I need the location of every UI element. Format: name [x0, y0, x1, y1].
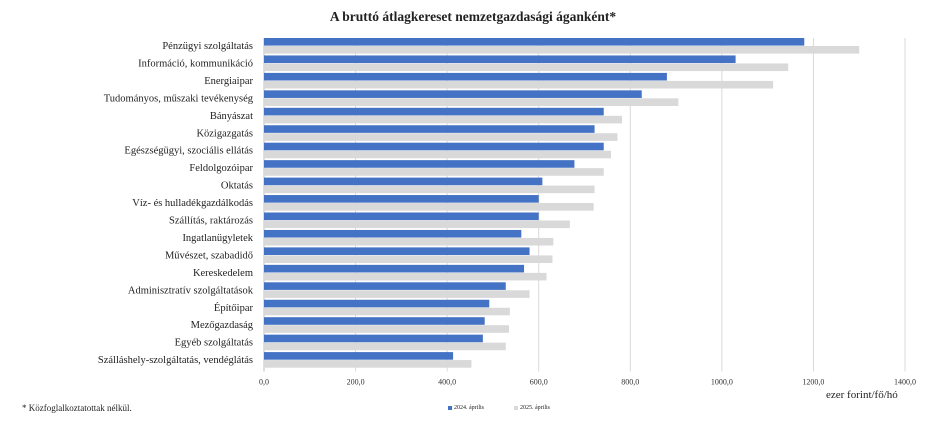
x-tick-label: 1200,0	[802, 378, 824, 387]
x-tick-label: 1000,0	[711, 378, 733, 387]
bar-2024	[264, 299, 490, 308]
bar-2024	[264, 195, 539, 203]
category-label: Szállítás, raktározás	[169, 216, 253, 227]
category-label: Bányászat	[210, 111, 253, 122]
bar-2024	[264, 125, 595, 133]
bar-2025	[264, 220, 570, 229]
x-tick-label: 600,0	[530, 378, 548, 387]
bar-2025	[264, 272, 547, 281]
bar-2024	[264, 264, 525, 273]
bar-2024	[264, 317, 485, 325]
bar-2025	[264, 80, 774, 89]
category-label: Egészségügyi, szociális ellátás	[124, 146, 253, 157]
bar-2025	[264, 342, 506, 351]
bar-2024	[264, 229, 522, 238]
bar-2025	[264, 150, 612, 159]
category-label: Egyéb szolgáltatás	[175, 338, 253, 349]
bar-2025	[264, 255, 553, 263]
x-tick-label: 800,0	[621, 378, 639, 387]
legend-item-2024: 2024. április	[448, 405, 484, 411]
category-label: Tudományos, műszaki tevékenység	[104, 93, 254, 104]
legend-item-2025: 2025. április	[514, 405, 550, 411]
category-label: Kereskedelem	[193, 268, 253, 279]
bar-2024	[264, 90, 642, 98]
category-label: Közigazgatás	[196, 128, 253, 139]
bar-2024	[264, 55, 736, 64]
bar-2025	[264, 63, 789, 72]
bar-2025	[264, 307, 510, 316]
category-label: Mezőgazdaság	[191, 320, 254, 331]
bar-2025	[264, 185, 595, 194]
bar-2025	[264, 133, 618, 141]
category-label: Feldolgozóipar	[189, 163, 253, 174]
bar-2025	[264, 290, 530, 298]
bar-2025	[264, 98, 679, 106]
bar-2024	[264, 177, 543, 186]
bar-2025	[264, 325, 509, 333]
bar-2025	[264, 46, 860, 54]
bar-2025	[264, 168, 604, 176]
bar-2024	[264, 212, 539, 221]
x-tick-label: 0,0	[259, 378, 269, 387]
x-tick-label: 1400,0	[894, 378, 916, 387]
bar-2025	[264, 203, 594, 211]
legend: 2024. április 2025. április	[448, 405, 550, 411]
bar-2024	[264, 352, 454, 360]
footnote: * Közfoglalkoztatottak nélkül.	[22, 403, 132, 413]
bar-2024	[264, 72, 667, 81]
category-label: Oktatás	[221, 181, 253, 192]
legend-swatch-2025	[514, 406, 518, 410]
bar-2024	[264, 142, 604, 151]
bar-2024	[264, 247, 530, 255]
category-label: Építőipar	[214, 302, 254, 314]
x-axis-label: ezer forint/fő/hó	[826, 389, 898, 401]
bar-2024	[264, 107, 604, 116]
bar-2024	[264, 282, 506, 290]
category-label: Ingatlanügyletek	[182, 233, 253, 244]
x-tick-label: 200,0	[347, 378, 365, 387]
bar-2024	[264, 334, 483, 343]
category-label: Pénzügyi szolgáltatás	[162, 41, 253, 52]
category-label: Energiaipar	[204, 76, 253, 87]
bar-2025	[264, 360, 472, 368]
bar-2024	[264, 38, 805, 46]
bar-2025	[264, 237, 554, 246]
legend-swatch-2024	[448, 406, 452, 410]
x-tick-label: 400,0	[438, 378, 456, 387]
chart-title: A bruttó átlagkereset nemzetgazdasági ág…	[329, 9, 617, 24]
category-label: Adminisztratív szolgáltatások	[128, 285, 254, 296]
legend-label-2024: 2024. április	[454, 405, 484, 411]
legend-label-2025: 2025. április	[520, 405, 550, 411]
bar-2024	[264, 160, 575, 168]
category-label: Információ, kommunikáció	[138, 58, 253, 69]
category-label: Művészet, szabadidő	[165, 250, 253, 261]
category-label: Szálláshely-szolgáltatás, vendéglátás	[98, 355, 253, 366]
bar-2025	[264, 115, 623, 124]
category-label: Víz- és hulladékgazdálkodás	[132, 198, 253, 209]
